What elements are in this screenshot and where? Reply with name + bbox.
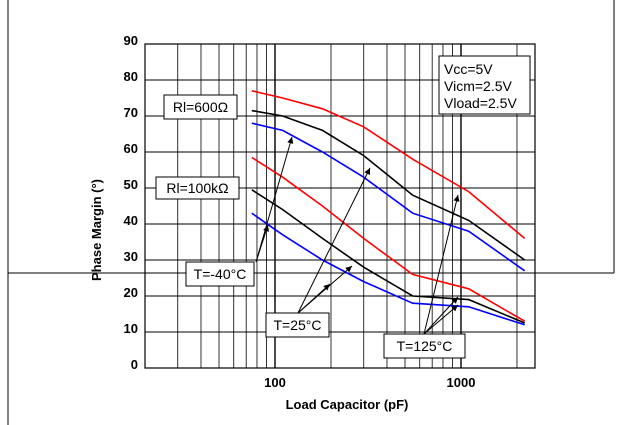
x-tick-label: 1000 [447, 375, 476, 390]
leader-line [255, 136, 293, 263]
leader-line [255, 224, 269, 263]
leader-arrow-head [451, 305, 458, 312]
series-group [251, 90, 526, 326]
series-line [251, 109, 526, 261]
leader-line [297, 283, 331, 314]
leader-arrow-head [323, 284, 330, 291]
y-tick-label: 50 [124, 177, 138, 192]
y-tick-label: 90 [124, 33, 138, 48]
temperature-label-minus40: T=-40°C [194, 266, 247, 282]
y-tick-label: 60 [124, 141, 138, 156]
condition-box [438, 55, 531, 115]
group-label-rl100k-box [155, 176, 240, 200]
plot-area-border [144, 43, 536, 369]
leader-arrow-head [345, 266, 352, 273]
series-line [251, 122, 526, 272]
temperature-label-minus40-box [185, 261, 255, 287]
y-tick-label: 40 [124, 213, 138, 228]
temperature-label-25: T=25°C [273, 317, 321, 333]
y-tick-label: 0 [131, 357, 138, 372]
leader-line [423, 194, 459, 335]
axes: 0 10 20 30 40 50 60 70 80 90 100 1000 [124, 33, 536, 390]
condition-text: Vicm=2.5V [444, 78, 512, 94]
y-tick-label: 10 [124, 321, 138, 336]
group-label-rl600-box [163, 94, 238, 120]
leader-arrow-head [453, 195, 460, 202]
series-line [251, 212, 525, 326]
leader-line [423, 304, 459, 335]
leader-arrow-head [287, 137, 294, 144]
condition-text: Vload=2.5V [444, 95, 517, 111]
series-line [251, 90, 526, 240]
series-line [251, 189, 526, 324]
y-tick-label: 20 [124, 285, 138, 300]
y-tick-label: 80 [124, 69, 138, 84]
group-label-rl600: Rl=600Ω [173, 99, 228, 115]
x-tick-label: 100 [264, 375, 286, 390]
condition-text: Vcc=5V [444, 61, 493, 77]
y-tick-label: 30 [124, 249, 138, 264]
series-line [251, 156, 526, 322]
temperature-label-25-box [265, 312, 330, 338]
leader-arrow-head [451, 297, 458, 304]
leader-arrow-head [364, 168, 370, 175]
group-label-rl100k: Rl=100kΩ [166, 180, 228, 196]
y-axis-title: Phase Margin (°) [89, 179, 104, 281]
y-tick-label: 70 [124, 105, 138, 120]
leader-line [297, 167, 371, 314]
page-frame [7, 0, 615, 425]
temperature-label-125: T=125°C [397, 338, 453, 354]
leader-arrow-head [263, 225, 269, 232]
x-axis-title: Load Capacitor (pF) [286, 397, 409, 412]
leader-line [423, 296, 459, 335]
